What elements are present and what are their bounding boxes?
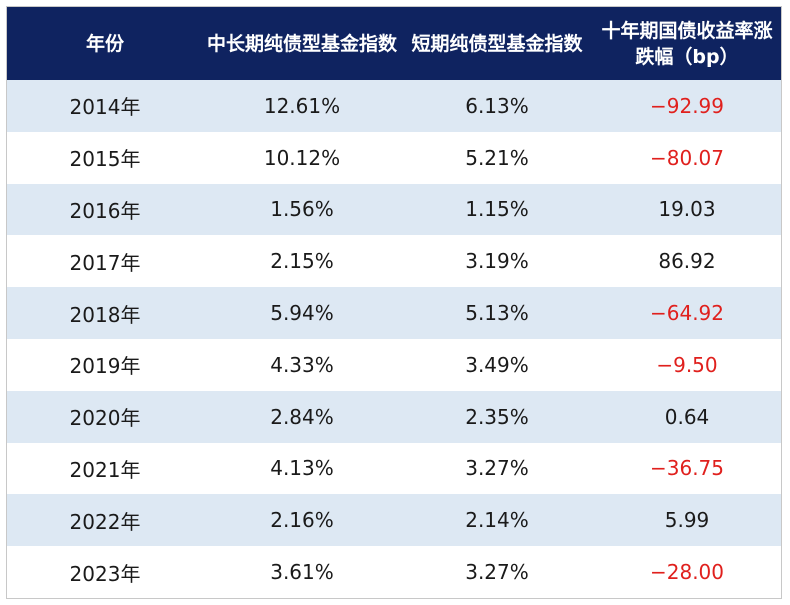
year-cell: 2016年 <box>69 198 141 223</box>
year-cell: 2019年 <box>69 354 141 379</box>
table-body: 2014年 12.61% 6.13% −92.99 2015年 10.12% 5.21% −8… <box>7 80 781 598</box>
header-short-index: 短期纯债型基金指数 <box>411 32 583 55</box>
mid-long-index-cell: 12.61% <box>263 93 341 118</box>
short-index-cell: 5.13% <box>465 301 529 326</box>
table-row: 2019年 4.33% 3.49% −9.50 <box>7 338 781 391</box>
fund-index-table: 年份 中长期纯债型基金指数 短期纯债型基金指数 十年期国债收益率涨跌幅（bp） … <box>7 7 781 598</box>
table-row: 2022年 2.16% 2.14% 5.99 <box>7 494 781 547</box>
table-row: 2017年 2.15% 3.19% 86.92 <box>7 235 781 288</box>
mid-long-index-cell: 2.84% <box>270 404 334 429</box>
table-row: 2014年 12.61% 6.13% −92.99 <box>7 80 781 132</box>
bond-yield-change-cell: 0.64 <box>664 404 710 429</box>
year-cell: 2014年 <box>69 95 141 120</box>
mid-long-index-cell: 2.16% <box>270 508 334 533</box>
bond-yield-change-cell: 5.99 <box>664 508 710 533</box>
bond-yield-change-cell: 19.03 <box>658 197 716 222</box>
header-year: 年份 <box>85 32 124 55</box>
mid-long-index-cell: 2.15% <box>270 249 334 274</box>
bond-yield-change-cell: −36.75 <box>649 456 724 481</box>
table-row: 2021年 4.13% 3.27% −36.75 <box>7 442 781 495</box>
bond-yield-change-cell: −28.00 <box>649 560 724 585</box>
year-cell: 2022年 <box>69 509 141 534</box>
short-index-cell: 3.49% <box>465 352 529 377</box>
short-index-cell: 2.14% <box>465 508 529 533</box>
table-row: 2018年 5.94% 5.13% −64.92 <box>7 287 781 339</box>
mid-long-index-cell: 5.94% <box>270 301 334 326</box>
bond-yield-change-cell: −64.92 <box>649 301 724 326</box>
year-cell: 2020年 <box>69 406 141 431</box>
mid-long-index-cell: 4.13% <box>270 456 334 481</box>
short-index-cell: 3.27% <box>465 456 529 481</box>
short-index-cell: 3.19% <box>465 249 529 274</box>
table-row: 2016年 1.56% 1.15% 19.03 <box>7 183 781 236</box>
fund-index-table-container: 年份 中长期纯债型基金指数 短期纯债型基金指数 十年期国债收益率涨跌幅（bp） … <box>6 6 782 599</box>
table-row: 2020年 2.84% 2.35% 0.64 <box>7 390 781 443</box>
mid-long-index-cell: 4.33% <box>270 352 334 377</box>
table-row: 2015年 10.12% 5.21% −80.07 <box>7 131 781 184</box>
table-header: 年份 中长期纯债型基金指数 短期纯债型基金指数 十年期国债收益率涨跌幅（bp） <box>7 7 781 80</box>
bond-yield-change-cell: −9.50 <box>656 352 718 377</box>
year-cell: 2017年 <box>69 250 141 275</box>
mid-long-index-cell: 1.56% <box>270 197 334 222</box>
short-index-cell: 6.13% <box>465 93 529 118</box>
short-index-cell: 5.21% <box>465 145 529 170</box>
short-index-cell: 1.15% <box>465 197 529 222</box>
year-cell: 2021年 <box>69 457 141 482</box>
header-row: 年份 中长期纯债型基金指数 短期纯债型基金指数 十年期国债收益率涨跌幅（bp） <box>7 7 781 80</box>
bond-yield-change-cell: −80.07 <box>649 145 724 170</box>
table-row: 2023年 3.61% 3.27% −28.00 <box>7 546 781 598</box>
year-cell: 2015年 <box>69 147 141 172</box>
mid-long-index-cell: 3.61% <box>270 560 334 585</box>
short-index-cell: 2.35% <box>465 404 529 429</box>
short-index-cell: 3.27% <box>465 560 529 585</box>
header-mid-long-index: 中长期纯债型基金指数 <box>207 32 398 55</box>
year-cell: 2018年 <box>69 302 141 327</box>
bond-yield-change-cell: −92.99 <box>649 93 724 118</box>
header-bond-yield-change: 十年期国债收益率涨跌幅（bp） <box>601 19 773 68</box>
mid-long-index-cell: 10.12% <box>263 145 341 170</box>
year-cell: 2023年 <box>69 561 141 586</box>
bond-yield-change-cell: 86.92 <box>658 249 716 274</box>
